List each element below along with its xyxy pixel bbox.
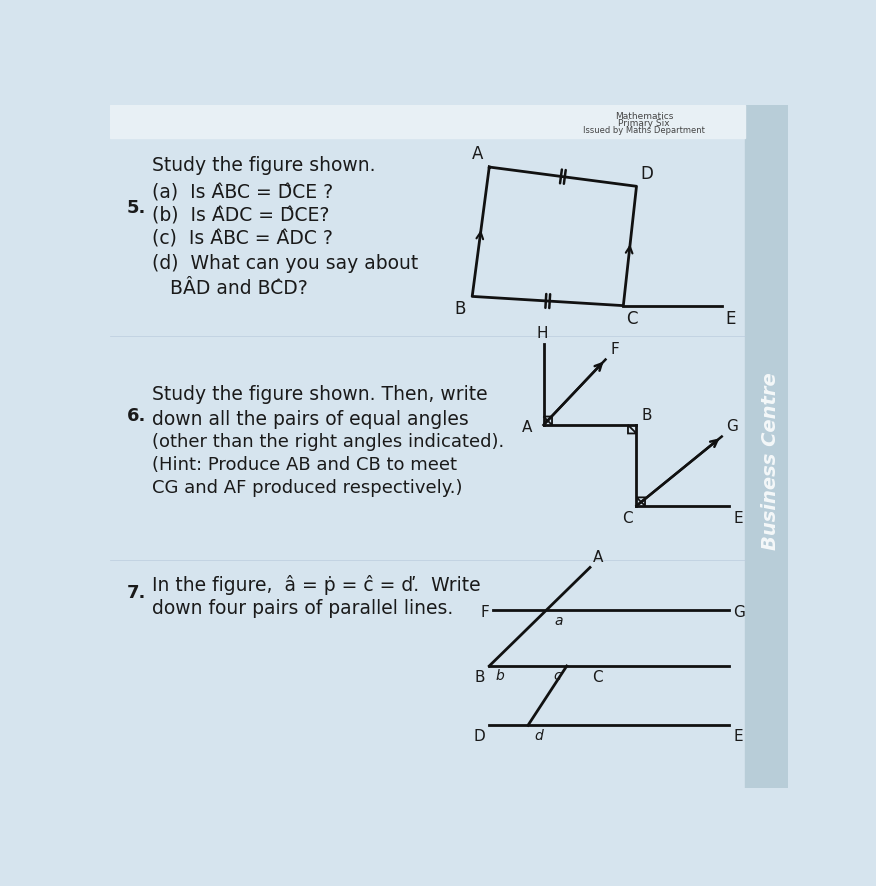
Text: (c)  Is ÂBC = ÂDC ?: (c) Is ÂBC = ÂDC ? (152, 229, 333, 248)
Text: B: B (641, 408, 652, 423)
Text: Study the figure shown.: Study the figure shown. (152, 156, 376, 175)
Text: B: B (475, 669, 485, 684)
Text: G: G (733, 604, 745, 619)
Text: H: H (536, 326, 548, 341)
Text: C: C (625, 309, 637, 327)
Text: G: G (726, 419, 738, 434)
Text: b: b (496, 668, 505, 681)
Text: D: D (474, 728, 485, 743)
Text: 7.: 7. (126, 583, 146, 602)
Text: 6.: 6. (126, 407, 146, 424)
Text: c: c (553, 668, 561, 681)
Text: E: E (733, 728, 743, 743)
Text: D: D (640, 165, 653, 183)
Text: Business Centre: Business Centre (761, 371, 780, 549)
Text: (Hint: Produce AB and CB to meet: (Hint: Produce AB and CB to meet (152, 455, 457, 473)
Text: C: C (592, 669, 603, 684)
Text: Issued by Maths Department: Issued by Maths Department (583, 126, 705, 135)
Text: (other than the right angles indicated).: (other than the right angles indicated). (152, 432, 505, 450)
Text: F: F (611, 341, 619, 356)
Text: CG and AF produced respectively.): CG and AF produced respectively.) (152, 478, 463, 496)
Text: down all the pairs of equal angles: down all the pairs of equal angles (152, 409, 469, 428)
Text: Study the figure shown. Then, write: Study the figure shown. Then, write (152, 385, 488, 404)
Text: 5.: 5. (126, 198, 146, 216)
Text: down four pairs of parallel lines.: down four pairs of parallel lines. (152, 599, 454, 618)
Text: a: a (555, 613, 563, 627)
Bar (110, 106, 745, 138)
Text: A: A (522, 420, 533, 434)
Text: (d)  What can you say about: (d) What can you say about (152, 254, 419, 273)
Text: (b)  Is ÂDC = D̂CE?: (b) Is ÂDC = D̂CE? (152, 206, 329, 225)
Text: In the figure,  â = ṗ = ĉ = ď.  Write: In the figure, â = ṗ = ĉ = ď. Write (152, 574, 481, 594)
Text: F: F (481, 604, 490, 619)
Text: E: E (733, 510, 743, 525)
Text: C: C (622, 510, 632, 525)
Text: A: A (471, 145, 483, 163)
Text: BÂD and BĈD?: BÂD and BĈD? (170, 278, 307, 298)
Bar (745, 106, 788, 789)
Text: d: d (534, 728, 543, 742)
Text: Mathematics: Mathematics (615, 112, 674, 120)
Text: E: E (725, 309, 736, 327)
Text: A: A (593, 549, 604, 564)
Text: (a)  Is ÂBC = D̂CE ?: (a) Is ÂBC = D̂CE ? (152, 183, 333, 202)
Text: Primary Six: Primary Six (618, 119, 670, 128)
Text: B: B (455, 300, 466, 318)
